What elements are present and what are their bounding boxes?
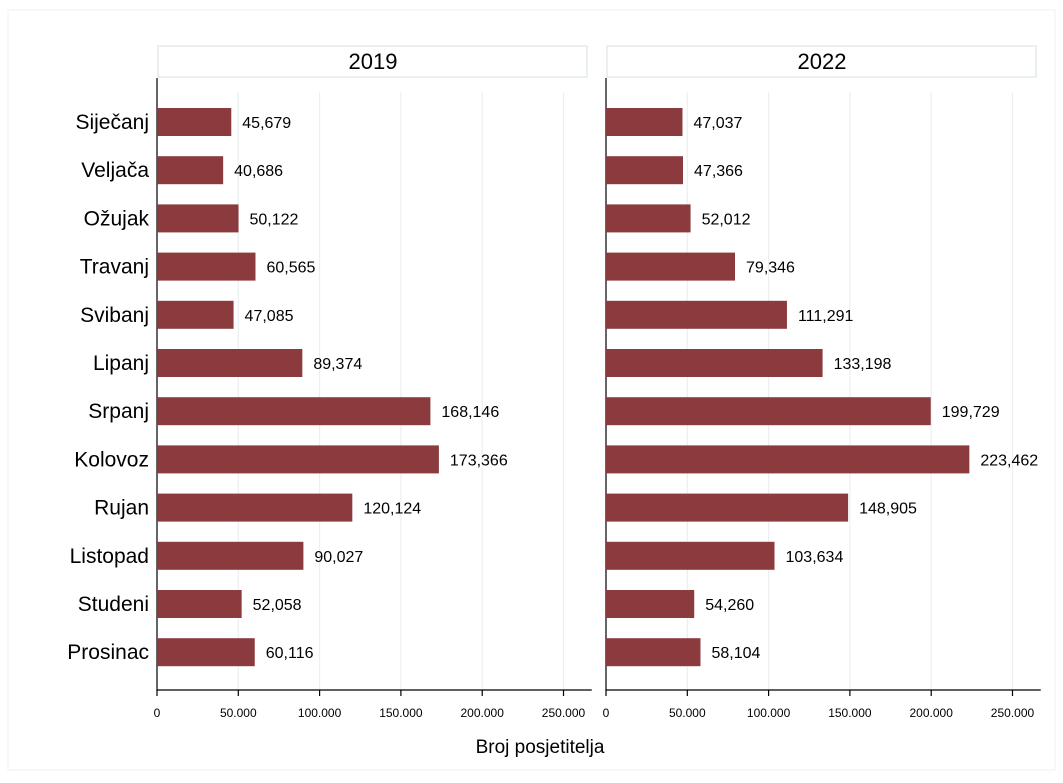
panel-2022: 2022 0 50.000 100.000 150.000 200.000 250.000 4…: [603, 45, 1041, 720]
data-label: 54,260: [705, 597, 754, 614]
data-label: 52,058: [253, 597, 302, 614]
panel-header-label: 2019: [349, 49, 398, 74]
bar-2022-5: [606, 349, 823, 377]
category-label: Prosinac: [67, 641, 149, 664]
category-label: Studeni: [78, 593, 149, 616]
panel-header-label: 2022: [798, 49, 847, 74]
x-tick-label: 250.000: [542, 706, 586, 720]
x-axis-title: Broj posjetitelja: [476, 737, 605, 758]
bar-2019-3: [157, 252, 256, 281]
bar-2022-6: [606, 397, 931, 426]
bar-2022-0: [606, 108, 683, 136]
bar-2022-10: [606, 590, 695, 618]
bar-2019-11: [157, 638, 255, 667]
data-label: 199,729: [942, 404, 1000, 421]
data-label: 148,905: [859, 501, 917, 518]
category-label: Kolovoz: [74, 448, 149, 471]
data-label: 223,462: [980, 452, 1038, 469]
x-tick-label: 150.000: [379, 706, 423, 720]
bar-2022-8: [606, 493, 849, 522]
bar-2022-3: [606, 252, 736, 281]
category-label: Svibanj: [80, 304, 149, 327]
category-label: Ožujak: [84, 207, 150, 230]
data-label: 52,012: [702, 211, 751, 228]
bar-2019-6: [157, 397, 431, 426]
bar-2019-8: [157, 493, 353, 522]
x-tick-label: 100.000: [747, 706, 791, 720]
bar-2019-2: [157, 204, 239, 233]
panel-header-box: [157, 45, 588, 78]
data-label: 89,374: [313, 356, 362, 373]
x-tick-label: 200.000: [910, 706, 954, 720]
data-label: 90,027: [314, 549, 363, 566]
data-label: 120,124: [363, 501, 421, 518]
panel-header-box: [606, 45, 1037, 78]
category-label: Siječanj: [75, 111, 149, 134]
data-label: 50,122: [249, 211, 298, 228]
bar-2022-7: [606, 445, 970, 474]
data-label: 103,634: [786, 549, 844, 566]
panels-layer: 2019 0 50.000 100.000 150.000 200.000 250.000 4…: [67, 45, 1041, 720]
data-label: 60,116: [266, 645, 314, 662]
bar-2019-9: [157, 541, 304, 570]
bar-2019-10: [157, 590, 242, 618]
data-label: 79,346: [746, 260, 795, 277]
category-label: Listopad: [70, 545, 149, 568]
data-label: 47,366: [694, 163, 743, 180]
data-label: 133,198: [834, 356, 892, 373]
x-tick-label: 50.000: [669, 706, 706, 720]
x-tick-label: 250.000: [991, 706, 1035, 720]
category-label: Lipanj: [93, 352, 149, 375]
bar-2019-0: [157, 108, 232, 136]
data-label: 45,679: [242, 115, 291, 132]
bar-2022-9: [606, 541, 775, 570]
category-label: Veljača: [81, 159, 149, 182]
bar-2019-5: [157, 349, 303, 377]
category-label: Srpanj: [88, 400, 149, 423]
data-label: 168,146: [441, 404, 499, 421]
x-tick-label: 0: [603, 706, 610, 720]
category-label: Travanj: [80, 256, 149, 279]
data-label: 173,366: [450, 452, 508, 469]
x-tick-label: 50.000: [220, 706, 257, 720]
bar-2019-7: [157, 445, 439, 474]
bar-2022-11: [606, 638, 701, 667]
bar-2022-2: [606, 204, 691, 233]
x-tick-label: 200.000: [461, 706, 505, 720]
data-label: 40,686: [234, 163, 283, 180]
bar-2022-4: [606, 300, 787, 329]
bar-2019-1: [157, 156, 224, 185]
data-label: 60,565: [266, 260, 315, 277]
data-label: 58,104: [711, 645, 760, 662]
data-label: 47,037: [693, 115, 742, 132]
bar-2022-1: [606, 156, 684, 185]
category-label: Rujan: [94, 497, 149, 520]
bar-2019-4: [157, 300, 234, 329]
x-tick-label: 0: [154, 706, 161, 720]
data-label: 47,085: [245, 308, 294, 325]
data-label: 111,291: [798, 308, 854, 325]
x-tick-label: 100.000: [298, 706, 342, 720]
panel-2019: 2019 0 50.000 100.000 150.000 200.000 250.000 4…: [154, 45, 592, 720]
x-tick-label: 150.000: [828, 706, 872, 720]
